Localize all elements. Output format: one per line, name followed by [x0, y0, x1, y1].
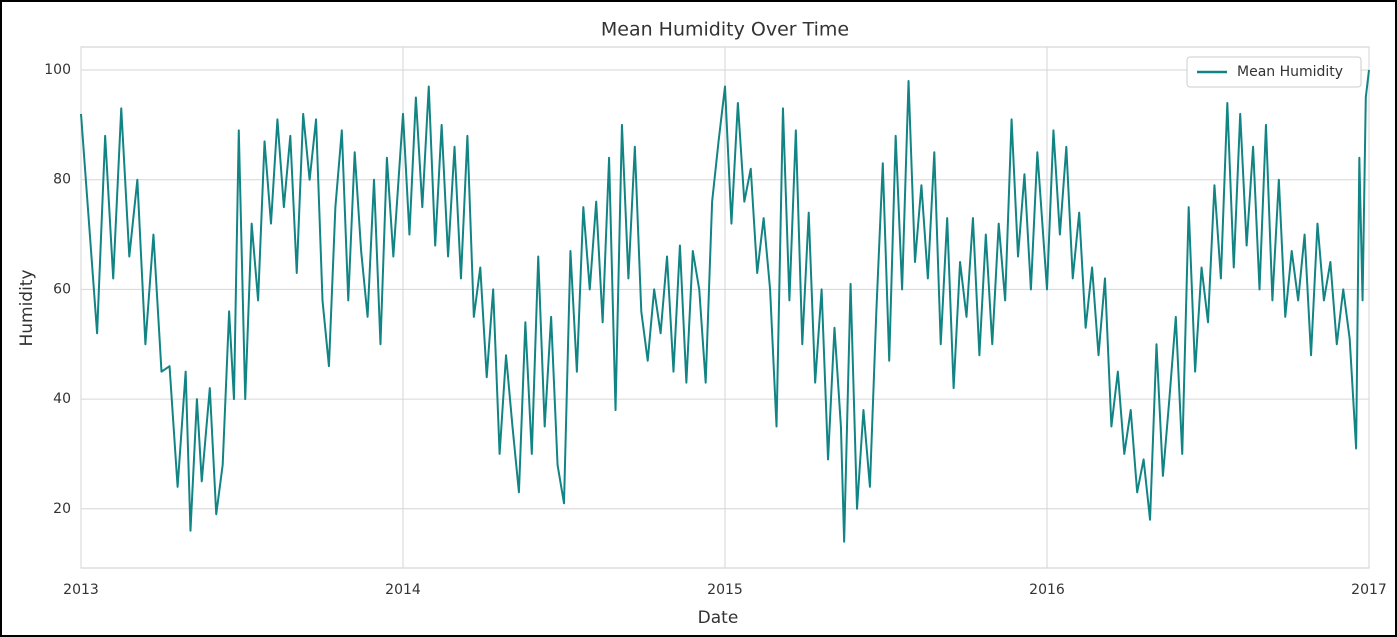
- x-tick-label: 2015: [707, 582, 743, 598]
- chart-title: Mean Humidity Over Time: [601, 19, 849, 41]
- data-line: [80, 69, 1370, 543]
- y-tick-label: 20: [53, 501, 71, 517]
- x-axis-label: Date: [698, 608, 739, 628]
- y-tick-label: 100: [44, 62, 71, 78]
- x-tick-label: 2013: [63, 582, 99, 598]
- x-tick-label: 2016: [1029, 582, 1065, 598]
- x-tick-label: 2014: [385, 582, 421, 598]
- y-tick-label: 60: [53, 281, 71, 297]
- legend-box: [1186, 56, 1362, 88]
- y-tick-label: 80: [53, 172, 71, 188]
- y-tick-label: 40: [53, 391, 71, 407]
- x-tick-label: 2017: [1351, 582, 1387, 598]
- y-axis-label: Humidity: [17, 269, 37, 346]
- legend-label: Mean Humidity: [1237, 64, 1343, 80]
